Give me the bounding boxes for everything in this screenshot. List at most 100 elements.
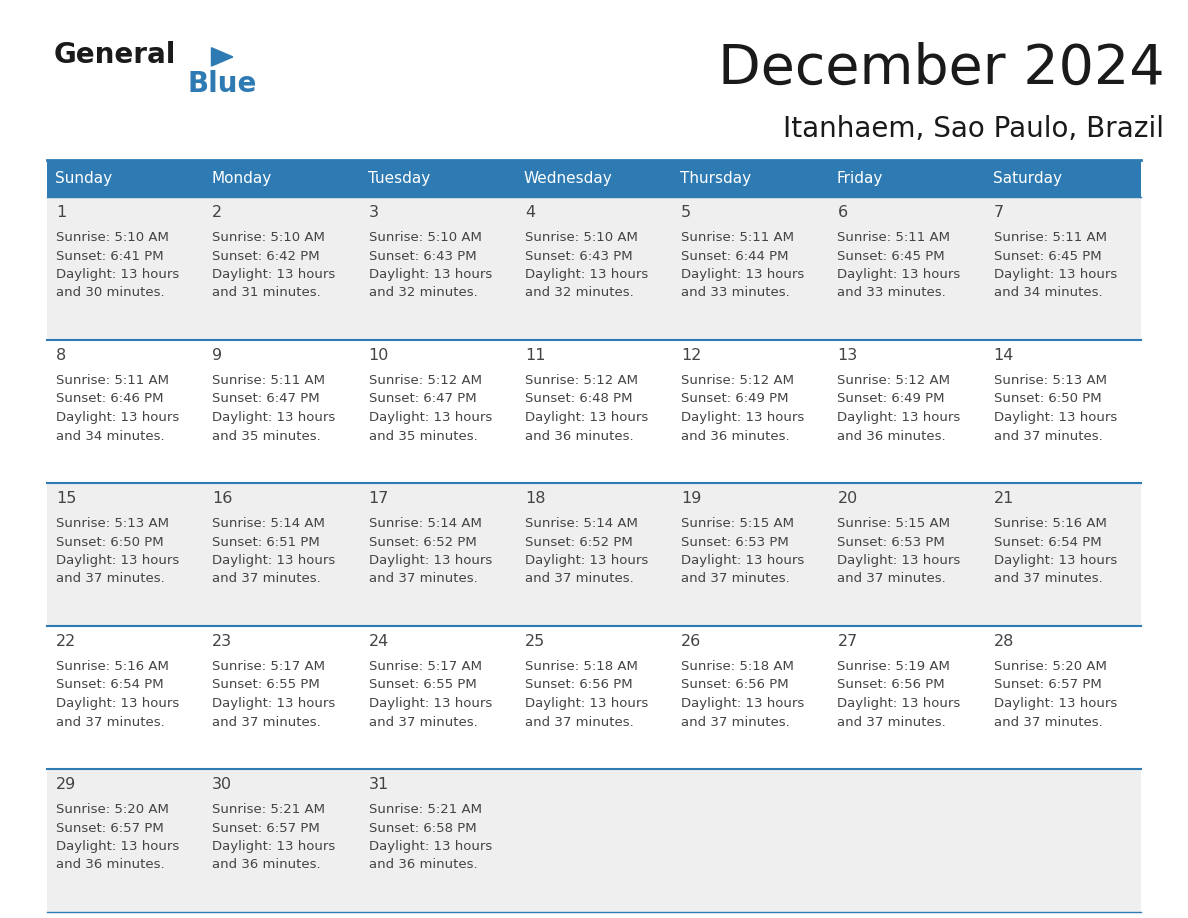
Bar <box>672 160 828 197</box>
Text: 29: 29 <box>56 777 76 792</box>
Text: Sunset: 6:43 PM: Sunset: 6:43 PM <box>368 250 476 263</box>
Text: Daylight: 13 hours: Daylight: 13 hours <box>838 554 961 567</box>
Text: Sunrise: 5:11 AM: Sunrise: 5:11 AM <box>213 374 326 387</box>
Bar <box>360 197 516 340</box>
Text: and 30 minutes.: and 30 minutes. <box>56 286 165 299</box>
Text: 6: 6 <box>838 205 847 220</box>
Text: 18: 18 <box>525 491 545 506</box>
Bar <box>985 160 1140 197</box>
Text: Sunset: 6:44 PM: Sunset: 6:44 PM <box>681 250 789 263</box>
Text: and 34 minutes.: and 34 minutes. <box>56 430 165 442</box>
Bar <box>985 769 1140 912</box>
Text: Saturday: Saturday <box>993 171 1062 186</box>
Text: Sunset: 6:49 PM: Sunset: 6:49 PM <box>681 393 789 406</box>
Text: Friday: Friday <box>836 171 883 186</box>
Bar <box>48 340 203 483</box>
Text: Sunrise: 5:16 AM: Sunrise: 5:16 AM <box>993 517 1106 530</box>
Text: 17: 17 <box>368 491 388 506</box>
Text: Daylight: 13 hours: Daylight: 13 hours <box>213 697 335 710</box>
Bar <box>828 197 985 340</box>
Text: 23: 23 <box>213 634 233 649</box>
Text: Sunset: 6:50 PM: Sunset: 6:50 PM <box>56 535 164 548</box>
Text: 16: 16 <box>213 491 233 506</box>
Text: Blue: Blue <box>188 70 257 98</box>
Bar <box>203 197 360 340</box>
Text: 19: 19 <box>681 491 702 506</box>
Bar <box>672 483 828 626</box>
Text: Daylight: 13 hours: Daylight: 13 hours <box>368 554 492 567</box>
Text: Sunrise: 5:18 AM: Sunrise: 5:18 AM <box>681 660 794 673</box>
Text: Daylight: 13 hours: Daylight: 13 hours <box>838 411 961 424</box>
Text: Sunrise: 5:14 AM: Sunrise: 5:14 AM <box>213 517 326 530</box>
Text: Sunset: 6:47 PM: Sunset: 6:47 PM <box>368 393 476 406</box>
Text: Sunrise: 5:19 AM: Sunrise: 5:19 AM <box>838 660 950 673</box>
Text: Sunrise: 5:18 AM: Sunrise: 5:18 AM <box>525 660 638 673</box>
Bar <box>828 769 985 912</box>
Text: 7: 7 <box>993 205 1004 220</box>
Text: Sunrise: 5:16 AM: Sunrise: 5:16 AM <box>56 660 169 673</box>
Text: 10: 10 <box>368 348 388 363</box>
Bar <box>672 197 828 340</box>
Text: Thursday: Thursday <box>681 171 751 186</box>
Text: Daylight: 13 hours: Daylight: 13 hours <box>525 554 649 567</box>
Text: Sunset: 6:46 PM: Sunset: 6:46 PM <box>56 393 164 406</box>
Text: and 37 minutes.: and 37 minutes. <box>993 430 1102 442</box>
Text: and 37 minutes.: and 37 minutes. <box>525 715 633 729</box>
Text: Sunrise: 5:13 AM: Sunrise: 5:13 AM <box>993 374 1107 387</box>
Text: Sunrise: 5:14 AM: Sunrise: 5:14 AM <box>525 517 638 530</box>
Bar <box>48 483 203 626</box>
Text: Monday: Monday <box>211 171 272 186</box>
Bar <box>672 626 828 769</box>
Text: Sunset: 6:52 PM: Sunset: 6:52 PM <box>525 535 632 548</box>
Text: 12: 12 <box>681 348 702 363</box>
Bar <box>828 483 985 626</box>
Text: Daylight: 13 hours: Daylight: 13 hours <box>213 411 335 424</box>
Text: Sunset: 6:58 PM: Sunset: 6:58 PM <box>368 822 476 834</box>
Bar <box>203 769 360 912</box>
Text: and 37 minutes.: and 37 minutes. <box>838 573 946 586</box>
Text: 28: 28 <box>993 634 1015 649</box>
Text: Sunset: 6:41 PM: Sunset: 6:41 PM <box>56 250 164 263</box>
Text: and 32 minutes.: and 32 minutes. <box>368 286 478 299</box>
Text: 5: 5 <box>681 205 691 220</box>
Text: Daylight: 13 hours: Daylight: 13 hours <box>368 411 492 424</box>
Bar <box>203 160 360 197</box>
Bar <box>360 626 516 769</box>
Text: Tuesday: Tuesday <box>367 171 430 186</box>
Bar <box>48 769 203 912</box>
Text: Sunrise: 5:15 AM: Sunrise: 5:15 AM <box>838 517 950 530</box>
Bar <box>360 340 516 483</box>
Text: Daylight: 13 hours: Daylight: 13 hours <box>56 697 179 710</box>
Text: Daylight: 13 hours: Daylight: 13 hours <box>56 554 179 567</box>
Text: Daylight: 13 hours: Daylight: 13 hours <box>681 554 804 567</box>
Text: Sunset: 6:45 PM: Sunset: 6:45 PM <box>993 250 1101 263</box>
Text: and 37 minutes.: and 37 minutes. <box>56 715 165 729</box>
Text: 24: 24 <box>368 634 388 649</box>
Text: Sunset: 6:49 PM: Sunset: 6:49 PM <box>838 393 944 406</box>
Text: 11: 11 <box>525 348 545 363</box>
Text: Sunrise: 5:12 AM: Sunrise: 5:12 AM <box>368 374 481 387</box>
Text: Sunset: 6:55 PM: Sunset: 6:55 PM <box>368 678 476 691</box>
Text: and 37 minutes.: and 37 minutes. <box>368 715 478 729</box>
Bar <box>203 626 360 769</box>
Text: Daylight: 13 hours: Daylight: 13 hours <box>213 268 335 281</box>
Text: Daylight: 13 hours: Daylight: 13 hours <box>56 411 179 424</box>
Text: and 33 minutes.: and 33 minutes. <box>838 286 946 299</box>
Text: Wednesday: Wednesday <box>524 171 613 186</box>
Bar <box>516 340 672 483</box>
Text: Sunset: 6:53 PM: Sunset: 6:53 PM <box>681 535 789 548</box>
Text: and 36 minutes.: and 36 minutes. <box>525 430 633 442</box>
Text: and 37 minutes.: and 37 minutes. <box>993 715 1102 729</box>
Text: 9: 9 <box>213 348 222 363</box>
Text: Sunrise: 5:17 AM: Sunrise: 5:17 AM <box>368 660 481 673</box>
Text: and 37 minutes.: and 37 minutes. <box>681 715 790 729</box>
Text: Sunrise: 5:12 AM: Sunrise: 5:12 AM <box>838 374 950 387</box>
Text: Daylight: 13 hours: Daylight: 13 hours <box>368 697 492 710</box>
Text: and 37 minutes.: and 37 minutes. <box>56 573 165 586</box>
Text: 8: 8 <box>56 348 67 363</box>
Text: 2: 2 <box>213 205 222 220</box>
Bar <box>48 626 203 769</box>
Text: and 36 minutes.: and 36 minutes. <box>368 858 478 871</box>
Text: and 36 minutes.: and 36 minutes. <box>213 858 321 871</box>
Text: and 37 minutes.: and 37 minutes. <box>213 573 321 586</box>
